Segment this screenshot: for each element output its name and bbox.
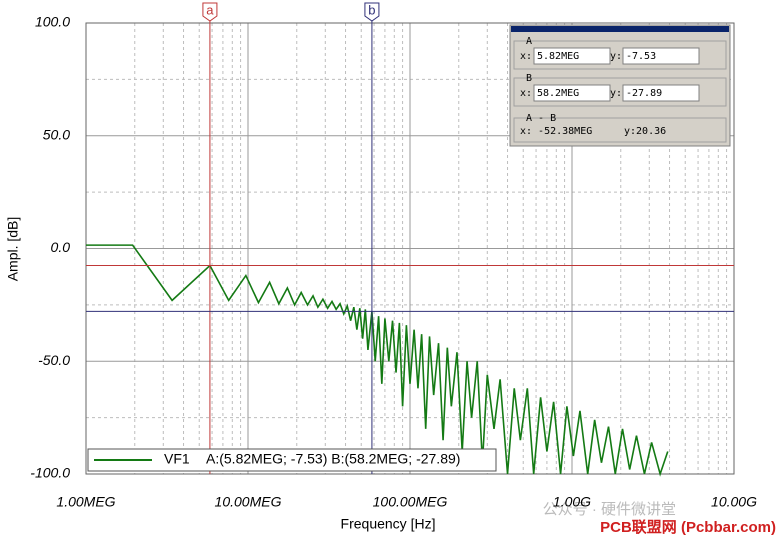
panel-group	[513, 40, 727, 70]
difference-y: y:20.36	[624, 126, 666, 137]
x-value: 58.2MEG	[537, 88, 579, 99]
y-value: -27.89	[626, 88, 662, 99]
cursor-flag-label: b	[368, 2, 375, 17]
panel-group-title: B	[526, 73, 532, 84]
legend-box	[87, 448, 497, 472]
panel-titlebar	[511, 26, 729, 32]
panel-group	[513, 117, 727, 143]
data-line	[86, 244, 669, 477]
y-field	[622, 47, 700, 65]
difference-x: x: -52.38MEG	[520, 126, 592, 137]
x-field	[533, 47, 611, 65]
y-field	[622, 84, 700, 102]
panel-group	[513, 77, 727, 107]
x-tick-label: 100.00MEG	[373, 494, 448, 510]
cursor-panel: Ax: 5.82MEG y: -7.53 Bx: 58.2MEG y: -27.89 A - B…	[509, 24, 731, 147]
x-value: 5.82MEG	[537, 51, 579, 62]
y-value: -7.53	[626, 51, 656, 62]
x-prefix: x:	[520, 51, 532, 62]
y-tick-label: 50.0	[43, 126, 70, 142]
y-tick-label: 100.0	[35, 14, 70, 30]
legend-text: A:(5.82MEG; -7.53) B:(58.2MEG; -27.89)	[206, 451, 460, 467]
difference-title: A - B	[526, 113, 556, 124]
plot-frame	[85, 22, 735, 475]
cursor-flag-label: a	[206, 2, 214, 17]
watermark: PCB联盟网 (Pcbbar.com)	[600, 519, 776, 536]
legend-label: VF1	[164, 451, 190, 467]
y-prefix: y:	[610, 51, 622, 62]
cursor-flag	[202, 2, 218, 22]
x-tick-label: 10.00MEG	[215, 494, 282, 510]
x-field	[533, 84, 611, 102]
y-tick-label: -50.0	[38, 352, 70, 368]
y-axis-label: Ampl. [dB]	[5, 217, 21, 282]
watermark: 公众号 · 硬件微讲堂	[543, 501, 676, 518]
y-prefix: y:	[610, 88, 622, 99]
y-tick-label: -100.0	[30, 465, 70, 481]
x-prefix: x:	[520, 88, 532, 99]
x-tick-label: 1.00MEG	[56, 494, 115, 510]
y-tick-label: 0.0	[51, 239, 71, 255]
x-axis-label: Frequency [Hz]	[341, 516, 436, 532]
cursor-flag	[364, 2, 380, 22]
x-tick-label: 10.00G	[711, 494, 757, 510]
x-tick-label: 1.00G	[553, 494, 591, 510]
panel-group-title: A	[526, 36, 532, 47]
